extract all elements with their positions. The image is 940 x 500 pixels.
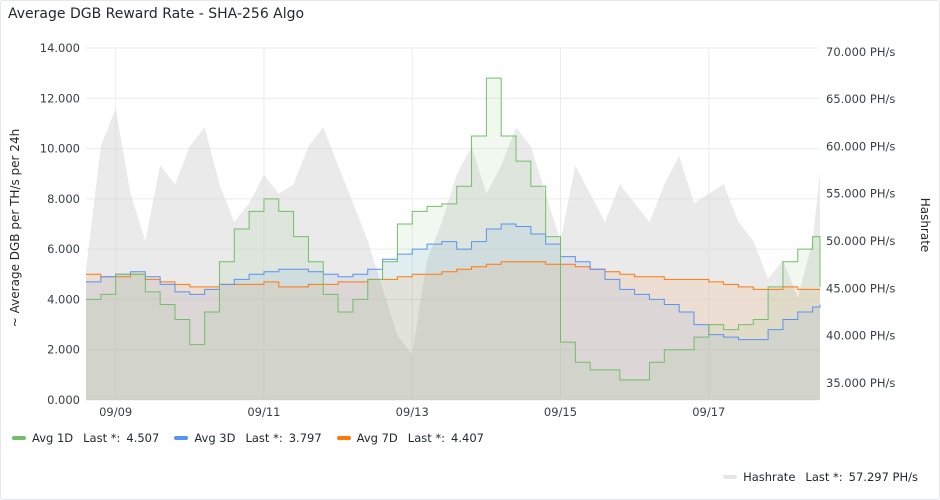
y-tick-label: 6.000 — [47, 242, 80, 256]
series-avg7d-area — [86, 261, 820, 400]
legend-last-label: Last *: — [805, 470, 843, 484]
y2-tick-label: 60.000 PH/s — [826, 139, 895, 153]
legend-last-label: Last *: — [407, 431, 446, 445]
legend-item-avg1d[interactable]: Avg 1D Last *: 4.507 — [12, 431, 159, 445]
y-tick-label: 10.000 — [40, 142, 80, 156]
legend-last-label: Last *: — [83, 431, 121, 445]
legend-swatch-avg3d — [174, 436, 189, 440]
y2-tick-label: 45.000 PH/s — [826, 281, 895, 295]
series-avg1d-line — [86, 77, 821, 381]
x-tick-label: 09/11 — [247, 405, 280, 419]
legend-last-label: Last *: — [245, 431, 283, 445]
y2-tick-label: 50.000 PH/s — [826, 234, 895, 248]
y2-tick-label: 35.000 PH/s — [826, 376, 895, 390]
legend: Avg 1D Last *: 4.507 Avg 3D Last *: 3.79… — [12, 431, 484, 445]
y-tick-label: 2.000 — [47, 343, 80, 357]
y-tick-label: 4.000 — [47, 292, 80, 306]
y-tick-label: 8.000 — [47, 192, 80, 206]
legend-item-hashrate[interactable]: Hashrate Last *: 57.297 PH/s — [723, 470, 918, 484]
legend-last-value: 57.297 PH/s — [848, 470, 918, 484]
legend-swatch-avg7d — [336, 436, 351, 440]
legend-item-avg7d[interactable]: Avg 7D Last *: 4.407 — [336, 431, 484, 445]
legend-name: Hashrate — [743, 470, 796, 484]
x-tick-label: 09/17 — [692, 405, 725, 419]
series-avg3d-area — [86, 224, 820, 400]
y-tick-label: 0.000 — [47, 393, 80, 407]
series-hashrate-area — [86, 108, 820, 400]
y2-tick-label: 55.000 PH/s — [826, 187, 895, 201]
y-tick-label: 12.000 — [40, 91, 80, 105]
y2-tick-label: 40.000 PH/s — [826, 329, 895, 343]
legend-last-value: 3.797 — [288, 431, 322, 445]
series-avg7d-line — [86, 261, 820, 290]
series-avg3d-line — [86, 223, 821, 341]
legend-last-value: 4.407 — [451, 431, 484, 445]
y2-tick-label: 70.000 PH/s — [826, 45, 895, 59]
y2-tick-label: 65.000 PH/s — [826, 92, 895, 106]
x-tick-label: 09/15 — [544, 405, 577, 419]
series-avg1d-area — [86, 78, 820, 401]
legend-name: Avg 1D — [32, 431, 74, 445]
legend-name: Avg 7D — [356, 431, 398, 445]
x-tick-label: 09/13 — [396, 405, 429, 419]
legend-swatch-avg1d — [12, 436, 26, 440]
legend-swatch-hashrate — [723, 475, 738, 479]
y-tick-label: 14.000 — [40, 41, 80, 55]
legend-item-avg3d[interactable]: Avg 3D Last *: 3.797 — [174, 431, 322, 445]
panel-title: Average DGB Reward Rate - SHA-256 Algo — [8, 6, 305, 22]
legend-name: Avg 3D — [194, 431, 236, 445]
x-tick-label: 09/09 — [99, 405, 132, 419]
legend-last-value: 4.507 — [126, 431, 160, 445]
